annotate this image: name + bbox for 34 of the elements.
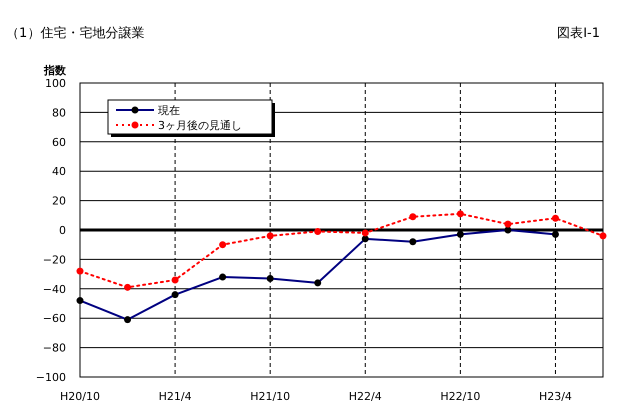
point (172, 276, 179, 284)
y-tick-label: −100 (36, 371, 66, 384)
point (409, 213, 416, 220)
point (266, 232, 274, 240)
x-tick-label: H22/10 (440, 390, 480, 403)
point (600, 232, 606, 240)
point (362, 229, 369, 236)
y-axis-title: 指数 (43, 64, 67, 77)
x-tick-label: H20/10 (60, 390, 100, 403)
legend-label: 現在 (158, 104, 180, 117)
x-tick-label: H22/4 (348, 390, 382, 403)
y-tick-label: 100 (45, 77, 66, 90)
point (219, 241, 226, 248)
y-tick-label: 60 (52, 136, 66, 149)
y-tick-label: −80 (42, 342, 66, 355)
y-tick-label: −20 (42, 253, 66, 266)
y-tick-label: 40 (52, 165, 66, 178)
point (456, 210, 464, 218)
y-tick-label: 20 (52, 194, 66, 208)
point (76, 268, 84, 275)
x-tick-label: H23/4 (538, 390, 572, 403)
point (504, 220, 512, 228)
legend-label: 3ヶ月後の見通し (158, 119, 242, 132)
x-tick-label: H21/4 (158, 390, 192, 403)
x-tick-label: H21/10 (250, 390, 290, 403)
y-tick-label: 80 (52, 106, 66, 120)
text: 図表Ⅰ-1 (557, 26, 600, 41)
y-tick-label: −60 (42, 312, 66, 326)
y-tick-label: 0 (59, 224, 66, 237)
point (552, 214, 559, 222)
point (124, 284, 132, 291)
point (314, 228, 322, 235)
chart-title: （1）住宅・宅地分譲業 (6, 25, 144, 41)
y-tick-label: −40 (42, 282, 66, 296)
